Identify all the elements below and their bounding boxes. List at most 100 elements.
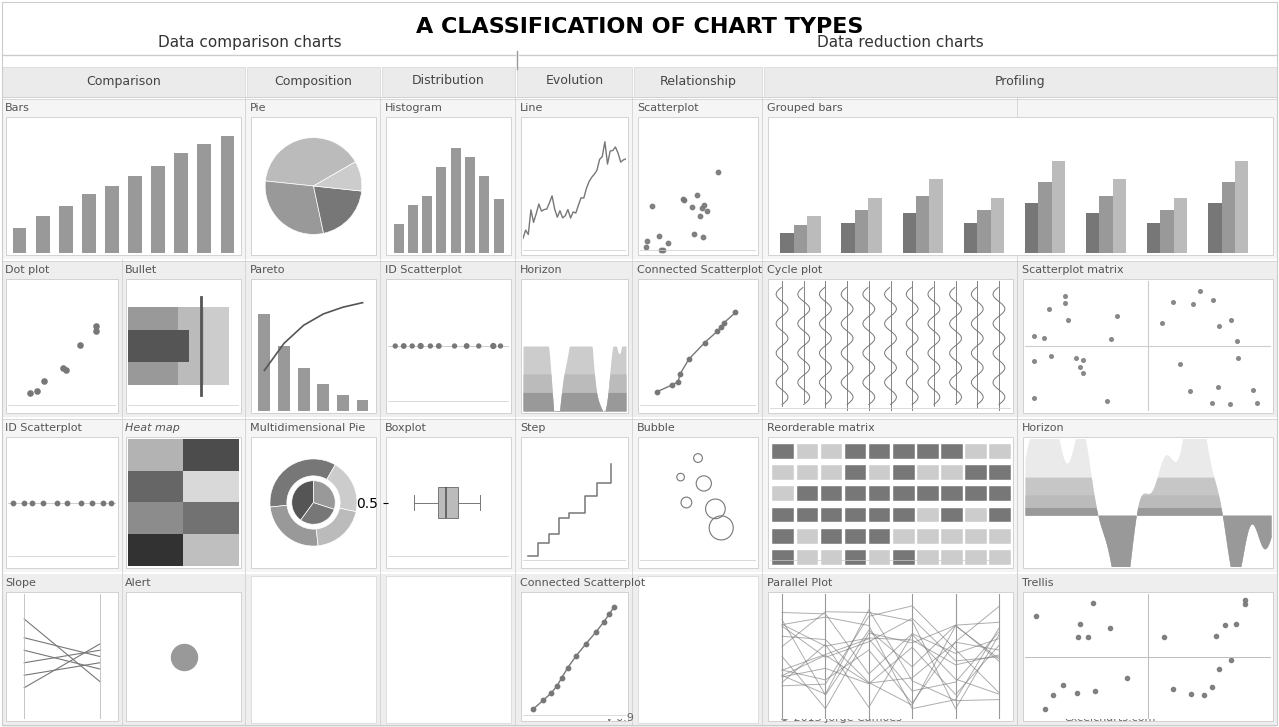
Point [1042, 689, 1063, 701]
Point [523, 703, 544, 715]
Bar [197, 144, 211, 253]
Point [1221, 314, 1242, 326]
Point [1041, 350, 1062, 361]
Point [688, 452, 709, 464]
Text: Scatterplot matrix: Scatterplot matrix [1022, 265, 1124, 275]
Bar [917, 529, 939, 544]
Point [687, 189, 707, 201]
Text: Data reduction charts: Data reduction charts [816, 35, 984, 50]
Text: © 2013 Jorge Camoes: © 2013 Jorge Camoes [779, 713, 902, 723]
Bar [966, 465, 987, 480]
Bar [251, 437, 376, 568]
Bar [1100, 196, 1113, 253]
Text: Heat map: Heat map [125, 423, 180, 433]
Bar [893, 507, 914, 523]
Bar [3, 67, 246, 97]
Point [1243, 384, 1264, 395]
Bar [966, 444, 987, 459]
Point [1234, 594, 1255, 606]
Point [1039, 304, 1059, 316]
Point [682, 201, 702, 213]
Bar [1221, 182, 1236, 253]
Bar [917, 507, 939, 523]
Point [1234, 598, 1255, 610]
Point [173, 651, 193, 662]
Bar [893, 550, 914, 565]
Text: Reorderable matrix: Reorderable matrix [767, 423, 875, 433]
Bar [1147, 223, 1160, 253]
Point [1097, 395, 1118, 407]
Bar [821, 465, 843, 480]
Bar [317, 384, 329, 411]
Point [707, 166, 728, 178]
Bar [258, 313, 270, 411]
Bar [893, 465, 914, 480]
Bar [821, 486, 843, 501]
Point [46, 497, 67, 508]
Wedge shape [265, 181, 324, 234]
Wedge shape [313, 186, 362, 233]
Bar [990, 444, 1010, 459]
Bar [917, 444, 939, 459]
Text: ID Scatterplot: ID Scatterplot [385, 265, 462, 275]
Point [647, 386, 668, 398]
Point [551, 672, 572, 683]
Bar [941, 444, 963, 459]
Bar [386, 576, 512, 723]
Bar [1113, 180, 1127, 253]
Wedge shape [316, 508, 356, 546]
Bar [966, 507, 987, 523]
Bar [773, 507, 794, 523]
Text: Horizon: Horizon [1022, 423, 1064, 433]
Bar [977, 210, 990, 253]
Point [86, 320, 106, 332]
Bar [773, 550, 794, 565]
Bar [521, 592, 628, 721]
Bar [6, 592, 118, 721]
Point [1170, 358, 1191, 370]
Text: Parallel Plot: Parallel Plot [767, 578, 833, 588]
Text: Alert: Alert [125, 578, 152, 588]
Point [677, 497, 697, 508]
Text: Bubble: Bubble [637, 423, 675, 433]
Point [1069, 618, 1090, 630]
Bar [844, 529, 866, 544]
Point [693, 478, 714, 489]
Point [576, 638, 596, 649]
Bar [868, 198, 881, 253]
Bar [638, 279, 758, 413]
Bar [6, 117, 240, 255]
Bar [844, 550, 866, 565]
Bar [1023, 437, 1273, 568]
Text: Scatterplot: Scatterplot [637, 103, 698, 113]
Bar [3, 261, 1276, 417]
Bar [174, 153, 188, 253]
Bar [127, 592, 240, 721]
Point [541, 687, 561, 699]
Bar [797, 529, 819, 544]
Point [33, 375, 54, 387]
Bar [916, 196, 930, 253]
Bar [797, 550, 819, 565]
Bar [844, 465, 866, 480]
Point [1078, 632, 1099, 643]
Point [1191, 285, 1211, 297]
Bar [6, 437, 118, 568]
Text: Connected Scatterplot: Connected Scatterplot [521, 578, 645, 588]
Point [1117, 672, 1137, 683]
Bar [764, 67, 1276, 97]
Point [1100, 333, 1120, 345]
Bar [893, 444, 914, 459]
Bar [1174, 198, 1187, 253]
Bar [917, 486, 939, 501]
Point [22, 497, 42, 508]
Bar [990, 550, 1010, 565]
Point [1065, 353, 1086, 364]
Bar [386, 437, 512, 568]
Text: Step: Step [521, 423, 545, 433]
Point [1068, 631, 1088, 643]
Point [565, 650, 586, 662]
Text: Histogram: Histogram [385, 103, 443, 113]
Point [1058, 314, 1078, 326]
Bar [450, 148, 460, 253]
